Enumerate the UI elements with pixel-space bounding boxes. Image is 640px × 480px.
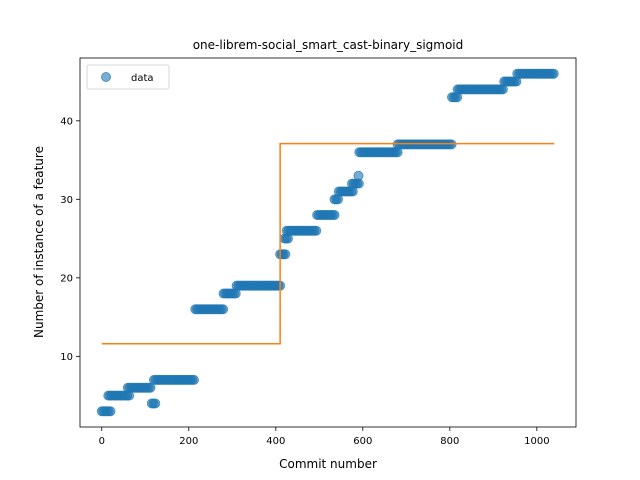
scatter-points	[96, 68, 559, 417]
fit-line-layer	[101, 142, 555, 345]
data-point	[311, 225, 322, 236]
y-tick-label: 20	[60, 273, 73, 284]
data-point	[150, 398, 161, 409]
y-tick-label: 40	[60, 116, 73, 127]
plot-frame	[79, 57, 577, 428]
data-point	[548, 68, 559, 79]
x-tick-label: 0	[99, 436, 105, 447]
chart-title: one-librem-social_smart_cast-binary_sigm…	[193, 38, 464, 52]
legend-marker-data	[101, 72, 111, 82]
data-point	[446, 139, 457, 150]
data-point	[280, 249, 291, 260]
legend-label-data: data	[131, 73, 154, 84]
plot-area	[80, 58, 576, 427]
data-point	[188, 374, 199, 385]
y-axis-label: Number of instance of a feature	[32, 146, 46, 338]
y-tick-label: 30	[60, 195, 73, 206]
x-tick-label: 200	[179, 436, 198, 447]
y-axis-ticks: 10 20 30 40	[60, 116, 80, 363]
x-tick-label: 600	[353, 436, 372, 447]
x-tick-label: 1000	[524, 436, 549, 447]
data-point	[353, 170, 364, 181]
x-tick-label: 400	[266, 436, 285, 447]
y-tick-label: 10	[60, 352, 73, 363]
x-axis-label: Commit number	[279, 457, 377, 471]
legend-box	[86, 64, 170, 90]
x-tick-label: 800	[440, 436, 459, 447]
x-axis-ticks: 0 200 400 600 800 1000	[99, 427, 550, 447]
data-point	[105, 406, 116, 417]
fit-line	[101, 142, 555, 345]
data-point	[218, 304, 229, 315]
legend: data	[86, 64, 170, 90]
data-point	[329, 210, 340, 221]
